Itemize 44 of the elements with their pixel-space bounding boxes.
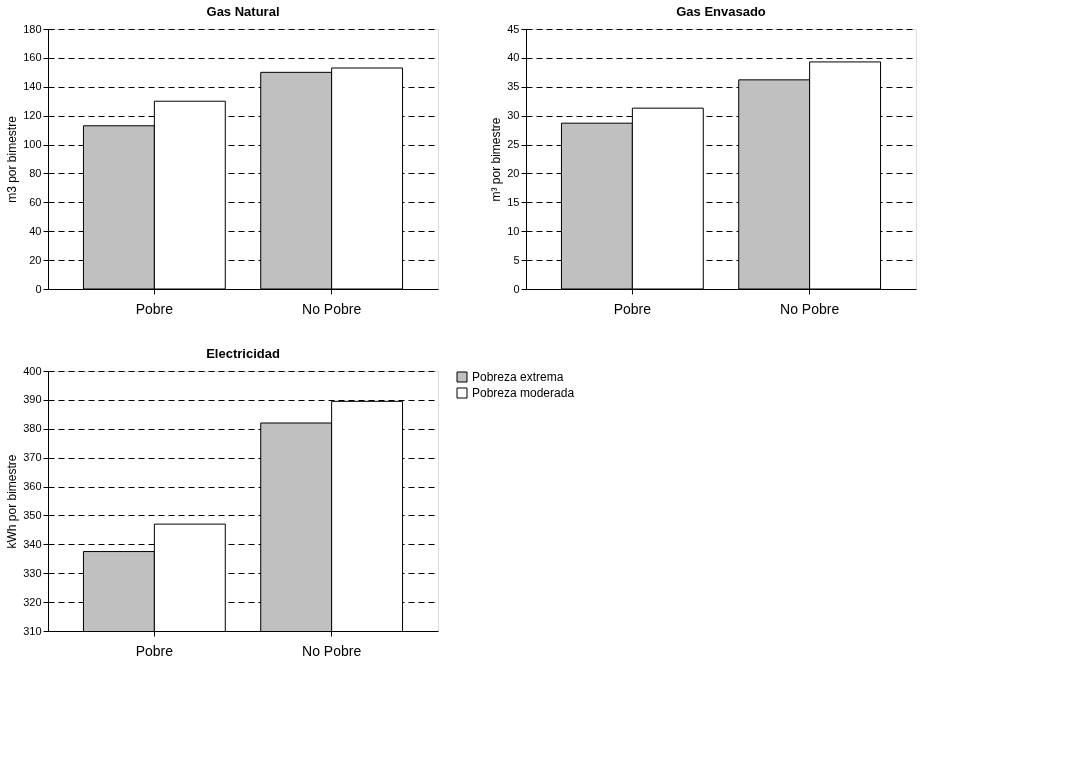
chart-title: Gas Natural: [206, 4, 280, 19]
chart-title: Electricidad: [206, 346, 280, 361]
y-tick-label: 40: [507, 51, 520, 64]
x-tick-label: No Pobre: [780, 300, 840, 317]
y-tick-label: 120: [23, 109, 42, 122]
y-tick-label: 60: [29, 195, 42, 208]
y-axis-title: m3 por bimestre: [5, 115, 20, 203]
y-tick-label: 380: [23, 422, 42, 435]
y-tick-label: 0: [513, 282, 520, 295]
x-tick-label: Pobre: [135, 642, 174, 659]
x-tick-label: No Pobre: [302, 642, 362, 659]
y-axis-title: m³ por bimestre: [489, 117, 504, 202]
chart-title: Gas Envasado: [676, 4, 766, 19]
y-tick-label: 370: [23, 451, 42, 464]
y-tick-label: 320: [23, 595, 42, 608]
x-tick-label: Pobre: [613, 300, 652, 317]
y-tick-label: 25: [507, 138, 520, 151]
y-tick-label: 360: [23, 480, 42, 493]
y-tick-label: 400: [23, 364, 42, 377]
y-axis-title: kWh por bimestre: [5, 454, 20, 549]
y-tick-label: 340: [23, 537, 42, 550]
y-tick-label: 15: [507, 195, 520, 208]
y-tick-label: 100: [23, 138, 42, 151]
x-tick-label: No Pobre: [302, 300, 362, 317]
y-tick-label: 20: [507, 166, 520, 179]
y-tick-label: 30: [507, 109, 520, 122]
x-tick-label: Pobre: [135, 300, 174, 317]
y-tick-label: 0: [35, 282, 42, 295]
legend-label: Pobreza extrema: [472, 370, 564, 384]
y-tick-label: 310: [23, 624, 42, 637]
y-tick-label: 5: [513, 253, 520, 266]
y-tick-label: 80: [29, 166, 42, 179]
y-tick-label: 40: [29, 224, 42, 237]
y-tick-label: 140: [23, 80, 42, 93]
y-tick-label: 45: [507, 22, 520, 35]
y-tick-label: 330: [23, 566, 42, 579]
y-tick-label: 35: [507, 80, 520, 93]
y-tick-label: 160: [23, 51, 42, 64]
y-tick-label: 10: [507, 224, 520, 237]
y-tick-label: 350: [23, 508, 42, 521]
y-tick-label: 20: [29, 253, 42, 266]
legend-label: Pobreza moderada: [472, 386, 575, 400]
y-tick-label: 390: [23, 393, 42, 406]
y-tick-label: 180: [23, 22, 42, 35]
